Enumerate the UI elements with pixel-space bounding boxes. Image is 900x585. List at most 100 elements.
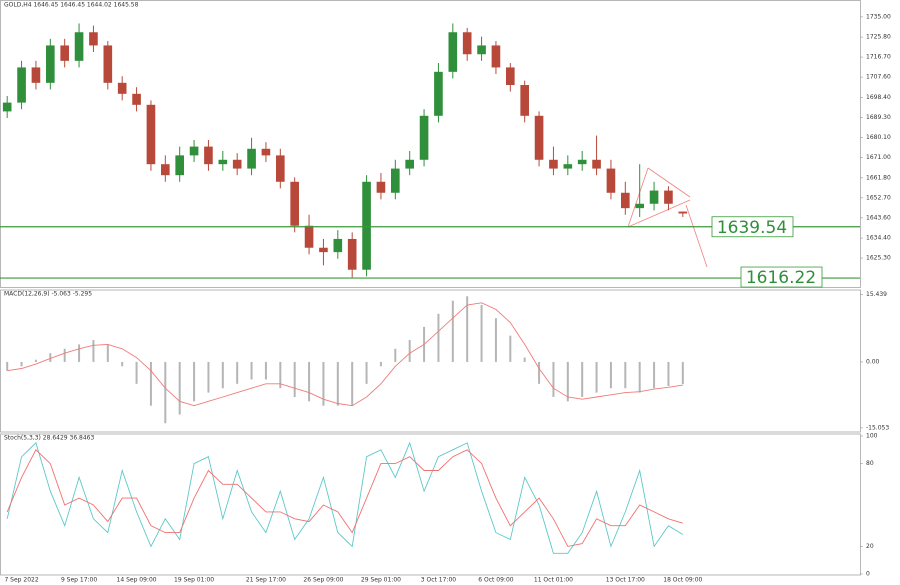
- candle-body: [261, 148, 271, 156]
- macd-bar: [681, 361, 684, 385]
- level-label-box: [711, 216, 794, 238]
- y-tick-label: 80: [866, 460, 874, 467]
- macd-bar: [164, 361, 167, 424]
- macd-bar: [480, 305, 483, 362]
- macd-bar: [207, 361, 210, 393]
- stoch-panel: [0, 433, 861, 576]
- candle-body: [74, 32, 84, 61]
- y-tick-label: 1671.00: [866, 154, 891, 161]
- stoch-k-line: [6, 441, 684, 554]
- candle-body: [189, 146, 199, 156]
- macd-bar: [667, 361, 670, 387]
- macd-bar: [638, 361, 641, 393]
- y-tick-label: 1634.40: [866, 235, 891, 242]
- candle-body: [434, 71, 443, 116]
- candle-body: [506, 67, 515, 86]
- macd-bar: [451, 300, 454, 362]
- macd-bar: [494, 318, 497, 362]
- macd-bar: [408, 340, 411, 362]
- candle-body: [232, 159, 242, 169]
- candle-body: [161, 164, 170, 176]
- macd-bar: [264, 361, 267, 380]
- candle-body: [290, 181, 299, 226]
- triangle-pattern: [627, 167, 708, 268]
- macd-bar: [581, 361, 584, 397]
- candle-body: [132, 93, 141, 105]
- x-tick-label: 19 Sep 01:00: [174, 577, 214, 584]
- x-tick-label: 6 Oct 09:00: [478, 577, 513, 584]
- y-tick-label: 15.439: [866, 291, 887, 298]
- macd-bar: [394, 348, 397, 362]
- candle-body: [477, 45, 486, 55]
- candle-body: [46, 45, 55, 83]
- candle-body: [117, 82, 127, 94]
- candle-body: [333, 238, 343, 253]
- x-tick-label: 26 Sep 09:00: [303, 577, 343, 584]
- candle-body: [103, 45, 113, 83]
- y-tick-label: 1725.80: [866, 34, 891, 41]
- macd-bar: [365, 361, 368, 384]
- price-panel: [0, 0, 861, 288]
- candle-body: [534, 115, 544, 160]
- x-tick-label: 7 Sep 2022: [4, 577, 38, 584]
- candle-body: [405, 159, 414, 169]
- candle-body: [520, 85, 529, 116]
- y-tick-label: 1735.00: [866, 13, 891, 20]
- macd-bar: [49, 353, 52, 362]
- macd-bar: [466, 296, 469, 362]
- macd-bar: [437, 313, 440, 362]
- y-tick-label: 1698.40: [866, 94, 891, 101]
- candle-body: [347, 238, 357, 270]
- macd-bar: [149, 361, 152, 406]
- y-tick-label: 1689.30: [866, 114, 891, 121]
- y-tick-label: 1661.80: [866, 174, 891, 181]
- macd-bar: [566, 361, 569, 402]
- x-tick-label: 13 Oct 17:00: [606, 577, 645, 584]
- y-tick-label: 1680.10: [866, 134, 891, 141]
- y-tick-label: -15.053: [866, 424, 889, 431]
- y-tick-label: 0.00: [866, 358, 880, 365]
- candle-body: [448, 32, 458, 72]
- macd-bar: [106, 344, 109, 362]
- candle-body: [606, 168, 616, 193]
- candle-body: [391, 168, 400, 193]
- candle-body: [2, 102, 12, 112]
- candle-body: [592, 159, 601, 169]
- candle-body: [319, 247, 328, 253]
- y-tick-label: 1652.70: [866, 194, 891, 201]
- candle-body: [649, 190, 659, 204]
- stoch-title: Stoch(5,3,3) 28.6429 36.8463: [4, 435, 95, 442]
- macd-bar: [379, 361, 382, 367]
- candle-body: [678, 211, 688, 214]
- macd-bar: [279, 361, 282, 389]
- candle-body: [664, 190, 673, 204]
- macd-bar: [34, 359, 37, 362]
- macd-bar: [178, 361, 181, 415]
- macd-bar: [509, 335, 512, 362]
- y-tick-label: 1625.30: [866, 255, 891, 262]
- x-tick-label: 9 Sep 17:00: [61, 577, 97, 584]
- candle-body: [635, 203, 644, 209]
- y-tick-label: 1707.60: [866, 74, 891, 81]
- macd-bar: [351, 361, 354, 406]
- candle-body: [304, 225, 314, 248]
- candle-body: [362, 181, 371, 270]
- macd-bar: [20, 361, 23, 367]
- y-tick-label: 20: [866, 543, 874, 550]
- x-tick-label: 11 Oct 01:00: [534, 577, 573, 584]
- macd-bar: [293, 361, 296, 397]
- candle-body: [218, 159, 228, 165]
- macd-bar: [63, 348, 66, 362]
- candle-body: [204, 146, 213, 165]
- y-tick-label: 1643.60: [866, 214, 891, 221]
- candle-body: [491, 45, 501, 68]
- y-tick-label: 100: [866, 433, 878, 440]
- macd-bar: [538, 361, 541, 384]
- macd-bar: [221, 361, 224, 389]
- macd-bar: [336, 361, 339, 406]
- candle-body: [89, 32, 98, 46]
- level-label-box: [740, 266, 823, 288]
- chart-title: GOLD,H4 1646.45 1646.45 1644.02 1645.58: [4, 2, 139, 9]
- candle-body: [146, 104, 156, 165]
